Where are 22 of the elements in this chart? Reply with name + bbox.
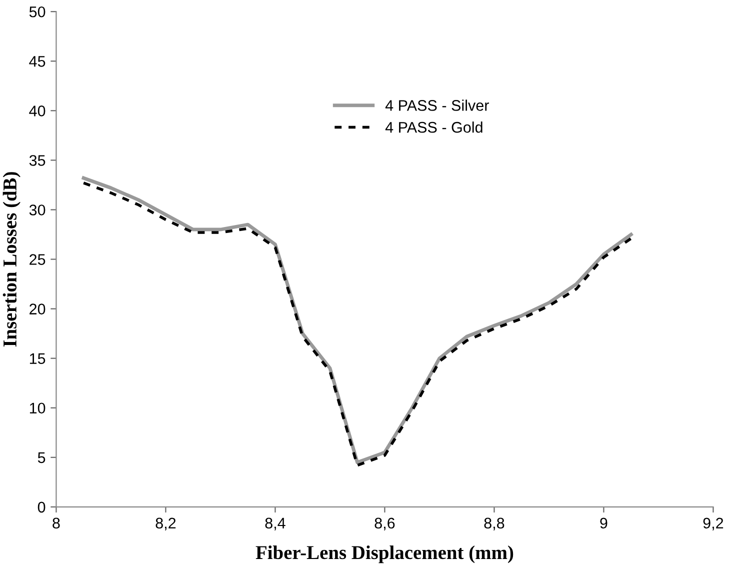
x-tick-label: 8,4	[265, 518, 286, 530]
y-tick-label: 0	[38, 502, 46, 513]
legend-label: 4 PASS - Gold	[385, 122, 482, 133]
y-tick-label: 35	[29, 155, 46, 166]
x-tick-label: 8,8	[484, 518, 504, 530]
y-tick-label: 40	[29, 106, 46, 116]
x-tick-label: 8,2	[156, 518, 176, 530]
y-axis-title: Insertion Losses (dB)	[2, 172, 20, 347]
y-tick-label: 25	[30, 254, 46, 265]
legend-label: 4 PASS - Silver	[385, 100, 489, 111]
x-tick-label: 9,2	[703, 518, 724, 530]
x-axis-title: Fiber-Lens Displacement (mm)	[256, 545, 514, 564]
x-tick-label: 9	[600, 518, 608, 529]
y-tick-label: 15	[30, 353, 46, 364]
y-tick-label: 10	[30, 402, 46, 414]
y-tick-label: 5	[38, 452, 46, 464]
y-tick-label: 20	[30, 304, 46, 314]
x-tick-label: 8,6	[374, 518, 395, 530]
y-tick-label: 30	[29, 204, 46, 216]
y-tick-label: 45	[29, 56, 46, 67]
x-tick-label: 8	[52, 518, 60, 529]
y-tick-label: 50	[29, 6, 46, 18]
